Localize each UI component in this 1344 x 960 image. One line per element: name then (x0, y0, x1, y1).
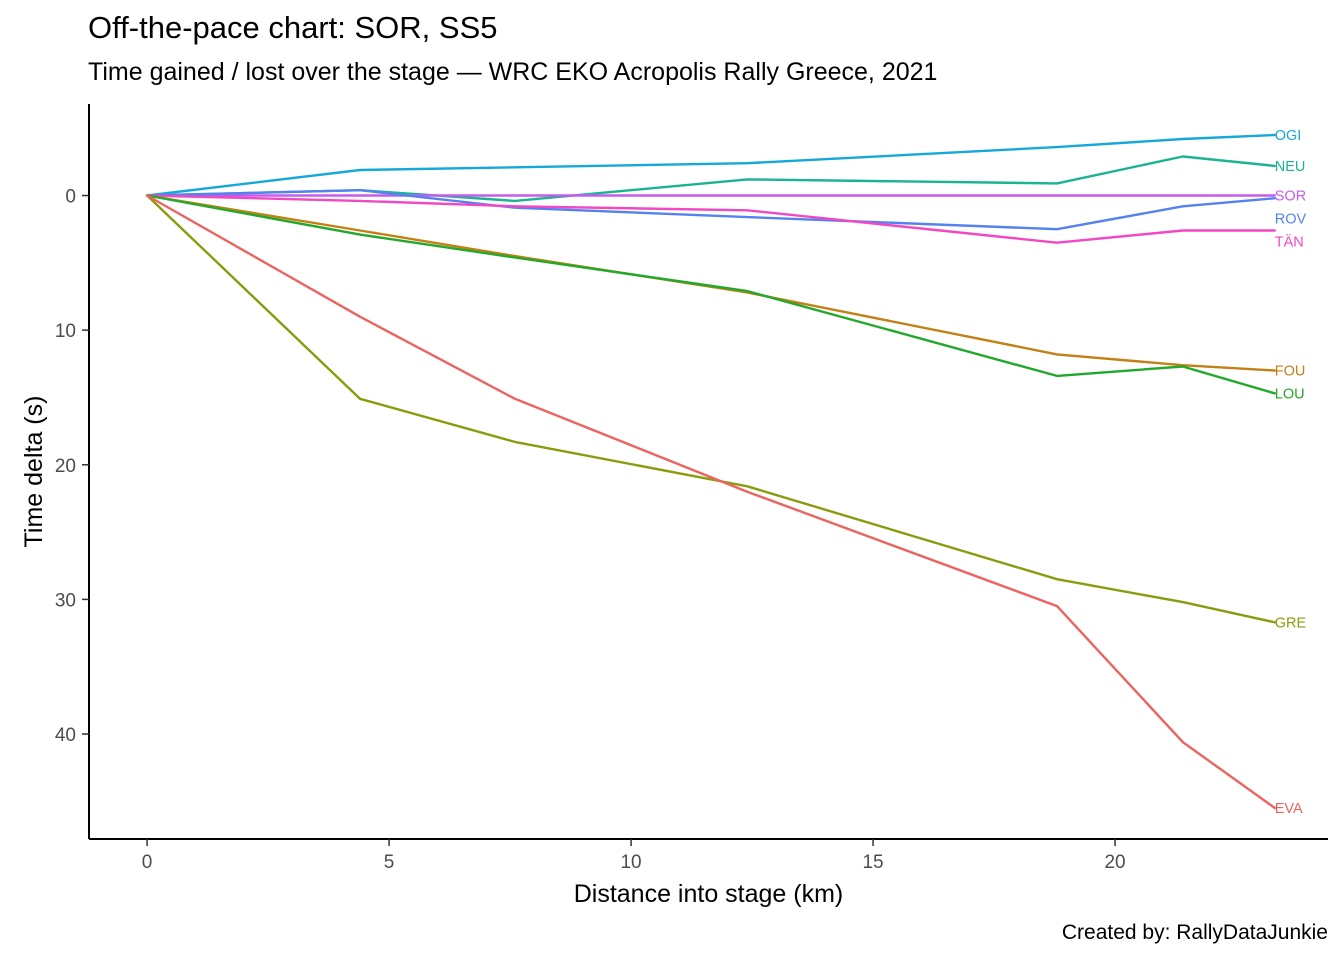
y-tick-label-40: 40 (55, 725, 76, 746)
x-tick-label-0: 0 (142, 852, 153, 873)
y-tick-label-0: 0 (65, 187, 76, 208)
x-tick-label-20: 20 (1104, 852, 1125, 873)
chart-subtitle: Time gained / lost over the stage — WRC … (88, 58, 938, 86)
series-line-rov (145, 188, 1277, 231)
series-lines (145, 133, 1277, 810)
series-label-sor: SOR (1275, 189, 1306, 205)
series-label-lou: LOU (1275, 387, 1305, 403)
series-label-fou: FOU (1275, 364, 1306, 380)
y-axis-title: Time delta (s) (20, 396, 48, 548)
series-line-gre (145, 194, 1277, 624)
series-line-lou (145, 194, 1277, 395)
chart-title: Off-the-pace chart: SOR, SS5 (88, 10, 498, 45)
x-tick-label-10: 10 (620, 852, 641, 873)
series-line-ogi (145, 133, 1277, 197)
y-tick-label-20: 20 (55, 456, 76, 477)
series-label-gre: GRE (1275, 615, 1307, 631)
series-label-eva: EVA (1275, 801, 1303, 817)
series-label-neu: NEU (1275, 159, 1306, 175)
series-line-eva (145, 194, 1277, 810)
series-line-fou (145, 194, 1277, 372)
y-tick-label-10: 10 (55, 321, 76, 342)
x-tick-label-5: 5 (384, 852, 395, 873)
series-line-tän (145, 194, 1277, 244)
x-axis-title: Distance into stage (km) (574, 880, 844, 908)
y-tick-label-30: 30 (55, 590, 76, 611)
series-label-ogi: OGI (1275, 128, 1302, 144)
series-label-rov: ROV (1275, 212, 1307, 228)
series-end-labels: OGI NEU SOR ROV TÄN FOU LOU GRE EVA (1275, 128, 1307, 817)
caption: Created by: RallyDataJunkie (1061, 921, 1328, 944)
axes: 0 5 10 15 20 0 10 20 30 40 (55, 104, 1328, 873)
series-label-tän: TÄN (1275, 234, 1304, 251)
x-tick-label-15: 15 (862, 852, 883, 873)
